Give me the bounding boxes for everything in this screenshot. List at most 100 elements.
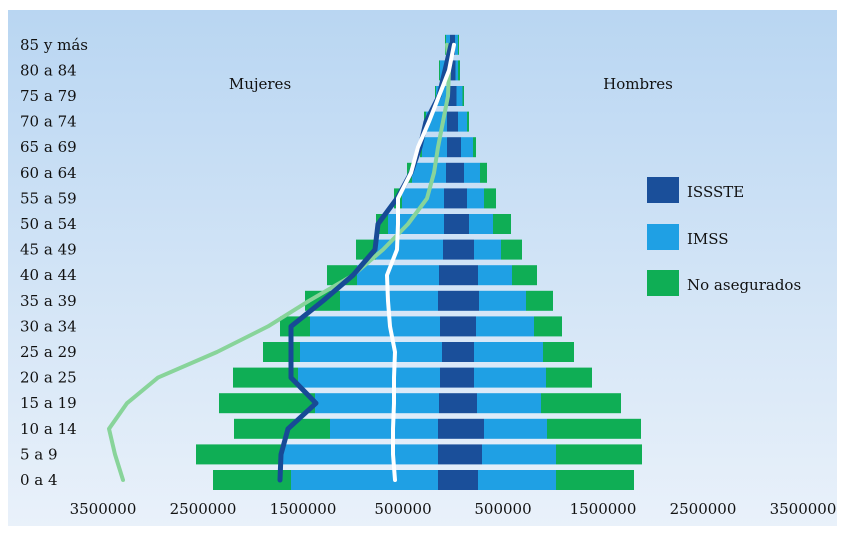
- x-tick-labels: 3500000 2500000 1500000 500000 500000 1500000…: [70, 500, 837, 518]
- line-dark-blue: [277, 42, 454, 483]
- line-light-green: [107, 42, 451, 482]
- bar-hombres-imss: [474, 239, 501, 260]
- bar-mujeres-imss: [300, 342, 442, 362]
- bar-mujeres-issste: [447, 111, 453, 132]
- category-label: 30 a 34: [20, 317, 77, 335]
- category-label: 55 a 59: [20, 189, 77, 207]
- bar-hombres-imss: [455, 34, 458, 55]
- bar-hombres-imss: [464, 162, 480, 183]
- bar-hombres-no-asegurados: [541, 393, 621, 414]
- bar-hombres-imss: [458, 111, 467, 132]
- bar-hombres-imss: [455, 60, 458, 81]
- right-side-label: Hombres: [603, 75, 673, 93]
- bar-mujeres-issste: [438, 290, 453, 311]
- bar-mujeres-issste: [439, 393, 453, 414]
- bar-hombres-imss: [484, 418, 547, 439]
- bar-hombres-imss: [474, 342, 543, 362]
- bar-hombres-no-asegurados: [546, 367, 592, 388]
- bar-hombres-imss: [478, 265, 512, 286]
- bar-mujeres-issste: [446, 162, 453, 183]
- bar-hombres-issste: [453, 60, 456, 81]
- bar-hombres-no-asegurados: [512, 265, 537, 286]
- bar-mujeres-issste: [444, 214, 453, 234]
- x-tick-label: 500000: [374, 500, 431, 518]
- category-labels: 0 a 4 5 a 9 10 a 14 15 a 19 20 a 25 25 a 29 30…: [20, 36, 88, 489]
- bar-hombres-issste: [453, 214, 469, 234]
- bar-hombres-issste: [453, 418, 484, 439]
- bar-hombres-imss: [456, 86, 463, 106]
- bar-hombres-no-asegurados: [462, 86, 464, 106]
- bar-mujeres-issste: [442, 342, 453, 362]
- bar-mujeres-issste: [447, 137, 453, 158]
- left-side-label: Mujeres: [229, 75, 291, 93]
- bar-mujeres-issste: [448, 86, 453, 106]
- bar-mujeres-imss: [330, 418, 438, 439]
- bar-hombres-no-asegurados: [458, 34, 459, 55]
- bar-hombres-imss: [461, 137, 473, 158]
- bar-hombres-issste: [453, 86, 457, 106]
- x-tick-label: 3500000: [770, 500, 837, 518]
- category-label: 75 a 79: [20, 87, 77, 105]
- category-label: 50 a 54: [20, 215, 77, 233]
- bar-hombres-issste: [453, 111, 458, 132]
- x-tick-label: 2500000: [170, 500, 237, 518]
- bar-mujeres-imss: [357, 265, 439, 286]
- x-tick-label: 500000: [474, 500, 531, 518]
- bar-hombres-imss: [477, 393, 541, 414]
- bar-hombres-imss: [476, 316, 534, 337]
- bar-hombres-no-asegurados: [556, 444, 642, 465]
- category-label: 60 a 64: [20, 164, 77, 182]
- category-label: 25 a 29: [20, 343, 77, 361]
- bar-hombres-no-asegurados: [473, 137, 476, 158]
- bar-mujeres-no-asegurados: [233, 367, 298, 388]
- bar-mujeres-imss: [310, 316, 440, 337]
- bar-mujeres-no-asegurados: [263, 342, 300, 362]
- bar-hombres-issste: [453, 239, 474, 260]
- bar-hombres-no-asegurados: [543, 342, 574, 362]
- bar-hombres-issste: [453, 393, 477, 414]
- x-tick-label: 1500000: [270, 500, 337, 518]
- bar-mujeres-issste: [438, 418, 453, 439]
- bar-mujeres-issste: [440, 367, 453, 388]
- x-tick-label: 1500000: [570, 500, 637, 518]
- legend-swatch-issste: [647, 177, 679, 203]
- category-label: 15 a 19: [20, 394, 77, 412]
- legend-label-imss: IMSS: [687, 230, 729, 248]
- bar-hombres-issste: [453, 162, 464, 183]
- bar-hombres-issste: [453, 444, 482, 465]
- bar-hombres-issste: [453, 316, 476, 337]
- bar-mujeres-no-asegurados: [219, 393, 315, 414]
- bar-hombres-no-asegurados: [556, 470, 634, 490]
- bar-hombres-issste: [453, 188, 467, 209]
- category-label: 65 a 69: [20, 138, 77, 156]
- bar-mujeres-imss: [422, 137, 447, 158]
- bar-mujeres-issste: [444, 188, 453, 209]
- bar-hombres-imss: [478, 470, 556, 490]
- bar-hombres-imss: [474, 367, 546, 388]
- bar-mujeres-imss: [402, 188, 444, 209]
- bar-mujeres-no-asegurados: [196, 444, 281, 465]
- bar-mujeres-issste: [443, 239, 453, 260]
- bar-hombres-no-asegurados: [526, 290, 553, 311]
- bar-mujeres-issste: [438, 444, 453, 465]
- category-label: 5 a 9: [20, 445, 58, 463]
- bar-mujeres-imss: [291, 470, 438, 490]
- bar-mujeres-imss: [298, 367, 440, 388]
- bar-hombres-no-asegurados: [493, 214, 511, 234]
- category-label: 0 a 4: [20, 471, 58, 489]
- category-label: 45 a 49: [20, 241, 77, 259]
- lines-layer: [107, 42, 456, 483]
- bar-mujeres-imss: [281, 444, 438, 465]
- bar-hombres-no-asegurados: [480, 162, 487, 183]
- category-label: 85 y más: [20, 36, 88, 54]
- category-label: 80 a 84: [20, 61, 77, 79]
- x-tick-label: 3500000: [70, 500, 137, 518]
- x-tick-label: 2500000: [670, 500, 737, 518]
- bar-hombres-imss: [469, 214, 493, 234]
- bar-mujeres-no-asegurados: [439, 60, 440, 81]
- category-label: 10 a 14: [20, 420, 77, 438]
- bar-hombres-issste: [453, 367, 474, 388]
- bar-hombres-no-asegurados: [467, 111, 469, 132]
- category-label: 40 a 44: [20, 266, 77, 284]
- legend-swatch-no-asegurados: [647, 270, 679, 296]
